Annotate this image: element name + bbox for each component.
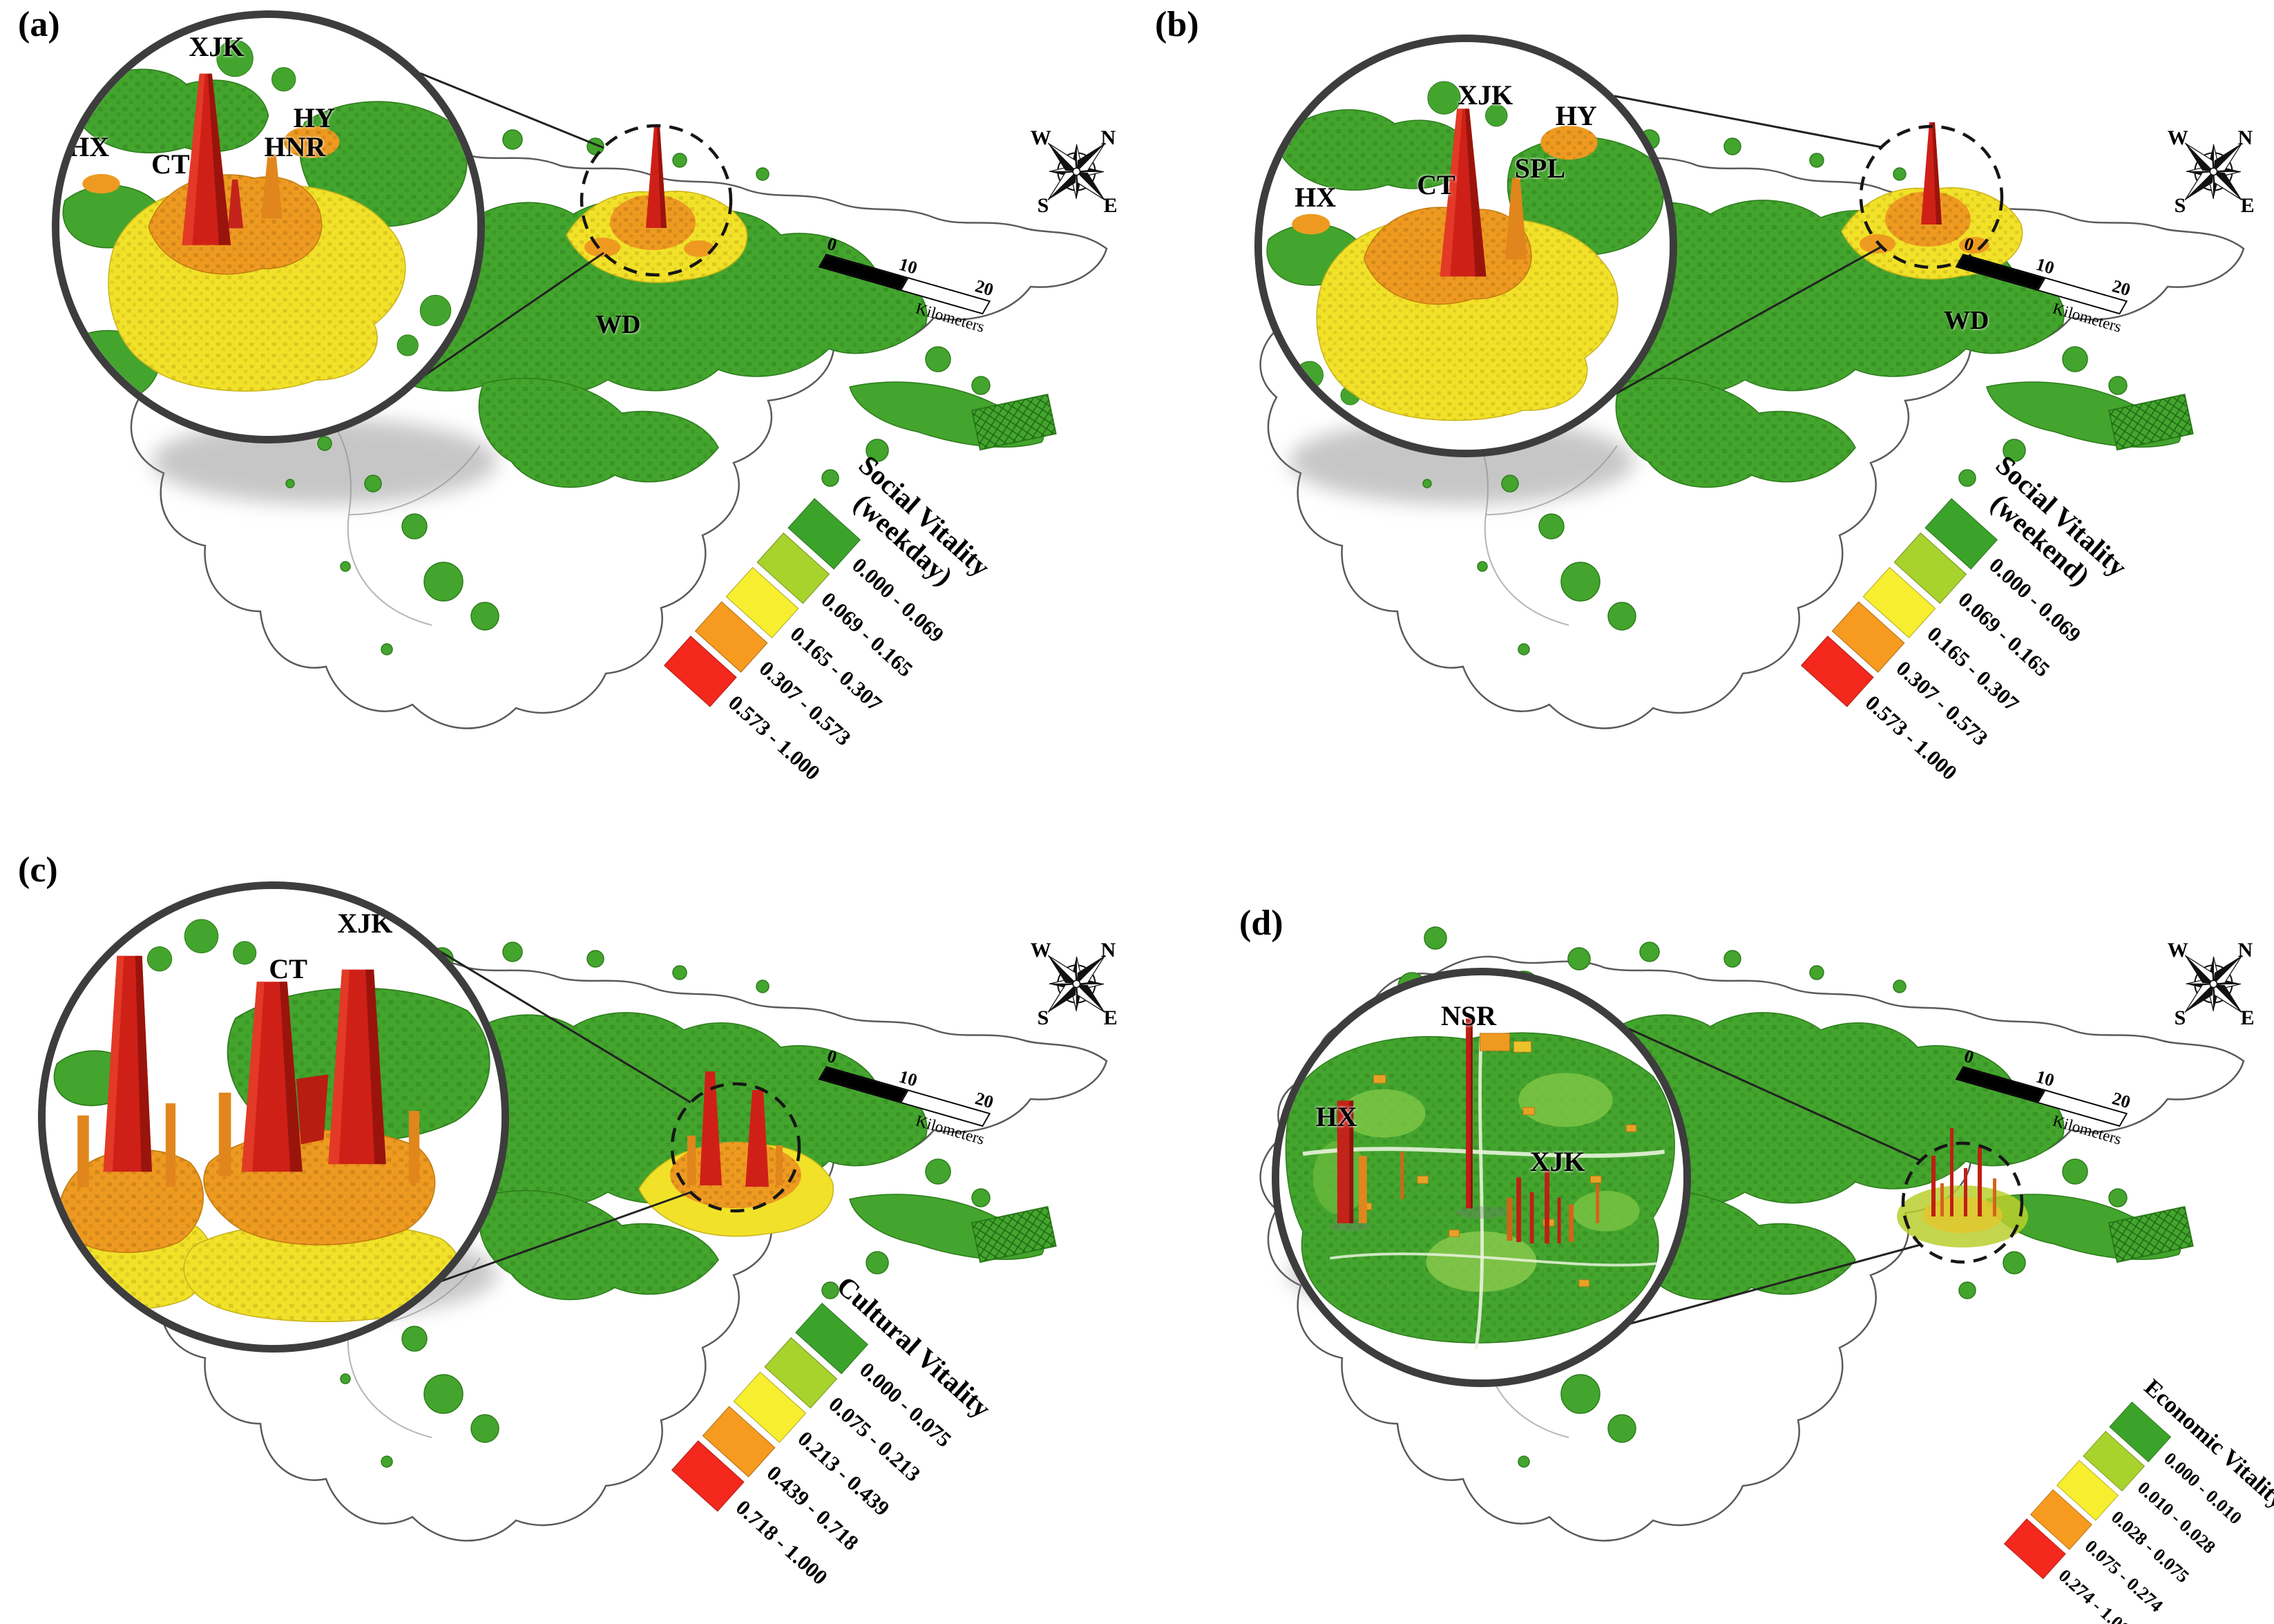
area-label-wd: WD [595, 310, 641, 339]
compass-rose: N E S W [1021, 928, 1131, 1039]
scale-bar: 0 10 20 Kilometers [1955, 1044, 2146, 1148]
inset-map-art [46, 889, 501, 1345]
compass-n-label: N [1100, 126, 1116, 149]
highlight-dashed-circle [580, 124, 733, 277]
compass-n-label: N [1100, 939, 1116, 962]
compass-rose: N E S W [2158, 928, 2268, 1039]
area-label-hy: HY [1555, 99, 1597, 131]
area-label-ct: CT [269, 953, 307, 985]
area-label-xjk: XJK [1458, 79, 1513, 111]
area-label-xjk: XJK [1529, 1145, 1585, 1177]
compass-w-label: W [2167, 939, 2188, 962]
compass-e-label: E [1103, 193, 1118, 217]
panel-label-d: (d) [1239, 904, 1283, 943]
compass-s-label: S [1037, 1006, 1049, 1029]
panel-cultural-vitality: (c) [0, 812, 1137, 1624]
scale-tick-0: 0 [1962, 1045, 1976, 1068]
compass-s-label: S [1037, 193, 1049, 217]
inset-magnifier: XJK HY HNR CT HX [52, 10, 485, 443]
area-label-hx: HX [68, 131, 110, 163]
highlight-dashed-circle [670, 1082, 801, 1213]
area-label-hnr: HNR [264, 131, 326, 163]
scale-tick-0: 0 [825, 1045, 839, 1068]
scale-bar: 0 10 20 Kilometers [818, 232, 1009, 336]
area-label-ct: CT [1417, 169, 1455, 200]
panel-economic-vitality: (d) [1137, 812, 2274, 1624]
area-label-xjk: XJK [337, 908, 393, 939]
inset-magnifier: NSR HX XJK [1272, 968, 1691, 1387]
compass-s-label: S [2174, 193, 2186, 217]
compass-e-label: E [2240, 193, 2255, 217]
area-label-xjk: XJK [189, 31, 245, 63]
compass-rose: N E S W [2158, 116, 2268, 227]
compass-w-label: W [1030, 126, 1051, 149]
area-label-spl: SPL [1514, 153, 1566, 184]
area-label-wd: WD [1944, 306, 1989, 335]
highlight-dashed-circle [1901, 1141, 2024, 1264]
inset-map-art [1279, 975, 1683, 1379]
area-label-hx: HX [1294, 181, 1337, 213]
inset-magnifier: XJK HY SPL CT HX [1254, 35, 1677, 457]
scale-tick-0: 0 [1962, 233, 1976, 256]
compass-e-label: E [2240, 1006, 2255, 1029]
compass-w-label: W [2167, 126, 2188, 149]
area-label-nsr: NSR [1441, 1000, 1497, 1032]
scale-bar: 0 10 20 Kilometers [1955, 232, 2146, 336]
compass-rose: N E S W [1021, 116, 1131, 227]
compass-w-label: W [1030, 939, 1051, 962]
legend-social-weekday: Social Vitality (weekday) 0.000 - 0.069 … [653, 439, 1012, 798]
compass-s-label: S [2174, 1006, 2186, 1029]
legend-cultural: Cultural Vitality 0.000 - 0.075 0.075 - … [653, 1258, 1012, 1617]
compass-n-label: N [2237, 939, 2253, 962]
panel-label-b: (b) [1155, 5, 1199, 44]
inset-map-art [1262, 42, 1670, 450]
compass-n-label: N [2237, 126, 2253, 149]
scale-bar: 0 10 20 Kilometers [818, 1044, 1009, 1148]
area-label-hx: HX [1315, 1101, 1357, 1133]
panel-social-vitality-weekday: (a) XJK HY [0, 0, 1137, 812]
legend-economic: Economic Vitality 0.000 - 0.010 0.010 - … [2000, 1373, 2274, 1624]
area-label-hy: HY [293, 102, 335, 133]
area-label-ct: CT [151, 148, 190, 180]
compass-e-label: E [1103, 1006, 1118, 1029]
inset-map-art [59, 18, 477, 436]
highlight-dashed-circle [1859, 124, 2004, 269]
scale-tick-0: 0 [825, 233, 839, 256]
panel-social-vitality-weekend: (b) XJK HY SPL CT H [1137, 0, 2274, 812]
legend-social-weekend: Social Vitality (weekend) 0.000 - 0.069 … [1790, 439, 2149, 798]
inset-magnifier: IEC CT XJK [38, 881, 509, 1353]
area-label-iec: IEC [91, 908, 141, 939]
panel-label-a: (a) [18, 5, 60, 44]
panel-label-c: (c) [18, 850, 58, 890]
